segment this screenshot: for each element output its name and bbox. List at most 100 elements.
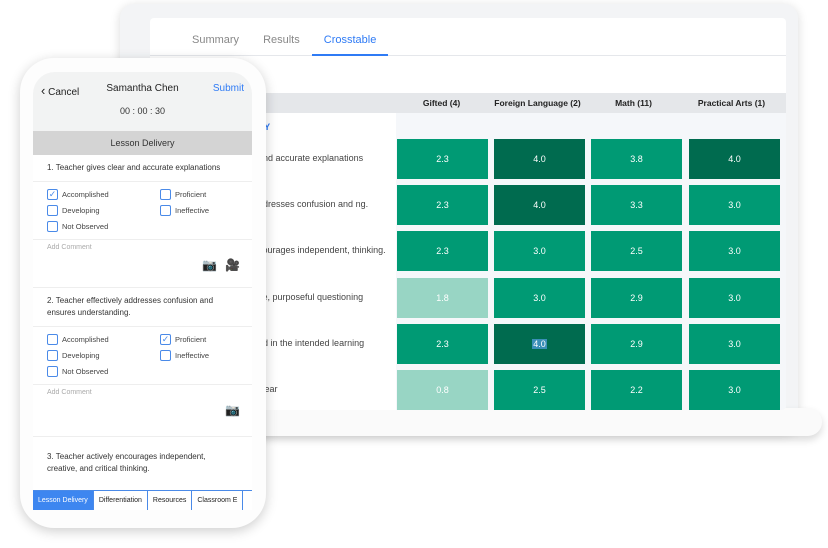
heat-cell[interactable]: 2.9 — [591, 278, 682, 318]
tab-differentiation[interactable]: Differentiation — [94, 491, 148, 510]
cell-value: 3.0 — [533, 293, 546, 303]
option-developing[interactable]: Developing — [47, 350, 100, 361]
option-accomplished[interactable]: Accomplished — [47, 334, 109, 345]
section-title: Lesson Delivery — [33, 131, 252, 155]
bottom-tab-bar: Lesson Delivery Differentiation Resource… — [33, 490, 252, 510]
option-label: Developing — [62, 351, 100, 360]
checkbox-checked[interactable]: ✓ — [160, 334, 171, 345]
heat-cell[interactable]: 2.9 — [591, 324, 682, 364]
heat-cell[interactable]: 3.0 — [689, 324, 780, 364]
column-header[interactable]: Practical Arts (1) — [697, 98, 766, 108]
option-not-observed[interactable]: Not Observed — [47, 221, 108, 232]
checkbox[interactable] — [160, 189, 171, 200]
row-label: courages independent, thinking. — [258, 245, 386, 255]
cell-value: 2.3 — [436, 246, 449, 256]
row-label: ddresses confusion and ng. — [258, 199, 369, 209]
tab-lesson-delivery[interactable]: Lesson Delivery — [33, 491, 94, 510]
column-header[interactable]: Foreign Language (2) — [494, 98, 581, 108]
tab-resources[interactable]: Resources — [148, 491, 193, 510]
checkbox[interactable] — [47, 205, 58, 216]
cell-value: 3.0 — [728, 339, 741, 349]
cell-value: 4.0 — [533, 154, 546, 164]
option-label: Proficient — [175, 190, 207, 199]
heat-cell[interactable]: 2.5 — [591, 231, 682, 271]
cancel-button[interactable]: ‹ Cancel — [41, 83, 79, 98]
cell-value: 2.3 — [436, 200, 449, 210]
cell-value: 2.2 — [630, 385, 643, 395]
chevron-left-icon: ‹ — [41, 83, 46, 98]
cell-value: 2.9 — [630, 339, 643, 349]
heat-cell[interactable]: 4.0 — [689, 139, 780, 179]
option-proficient[interactable]: Proficient — [160, 189, 206, 200]
column-header[interactable]: Gifted (4) — [422, 98, 461, 108]
option-ineffective[interactable]: Ineffective — [160, 350, 209, 361]
checkbox[interactable] — [47, 350, 58, 361]
phone-header: ‹ Cancel Samantha Chen Submit 00 : 00 : … — [33, 72, 252, 131]
option-label: Proficient — [175, 335, 207, 344]
heat-cell[interactable]: 4.0 — [494, 139, 585, 179]
option-label: Not Observed — [62, 222, 109, 231]
phone-screen: ‹ Cancel Samantha Chen Submit 00 : 00 : … — [33, 72, 252, 510]
comment-input[interactable]: Add Comment 📷 🎥 — [33, 240, 252, 278]
cell-value: 1.8 — [436, 293, 449, 303]
checkbox[interactable] — [47, 334, 58, 345]
checkbox[interactable] — [47, 221, 58, 232]
option-label: Developing — [62, 206, 100, 215]
option-label: Ineffective — [175, 206, 210, 215]
camera-icon[interactable]: 📷 — [225, 403, 240, 417]
checkbox[interactable] — [47, 366, 58, 377]
heat-cell[interactable]: 4.0 — [494, 324, 585, 364]
heat-cell[interactable]: 3.0 — [689, 185, 780, 225]
heat-cell[interactable]: 0.8 — [397, 370, 488, 410]
comment-placeholder: Add Comment — [47, 244, 92, 251]
checkbox[interactable] — [160, 350, 171, 361]
cell-value: 4.0 — [532, 339, 547, 349]
rating-options: ✓ Accomplished Proficient Developing Inef… — [33, 182, 252, 240]
tab-summary[interactable]: Summary — [192, 34, 240, 46]
tab-results[interactable]: Results — [263, 34, 300, 46]
heat-cell[interactable]: 3.0 — [689, 231, 780, 271]
option-accomplished[interactable]: ✓ Accomplished — [47, 189, 109, 200]
heat-cell[interactable]: 3.0 — [494, 231, 585, 271]
comment-input[interactable]: Add Comment 📷 — [33, 385, 252, 423]
tab-crosstable[interactable]: Crosstable — [311, 18, 389, 56]
cell-value: 4.0 — [533, 200, 546, 210]
cell-value: 4.0 — [728, 154, 741, 164]
video-icon[interactable]: 🎥 — [225, 258, 240, 272]
cell-value: 3.3 — [630, 200, 643, 210]
submit-button[interactable]: Submit — [212, 83, 244, 94]
comment-placeholder: Add Comment — [47, 389, 92, 396]
heat-cell[interactable]: 3.0 — [494, 278, 585, 318]
cell-value: 2.3 — [436, 154, 449, 164]
heat-cell[interactable]: 3.8 — [591, 139, 682, 179]
option-label: Accomplished — [62, 335, 109, 344]
tab-classroom[interactable]: Classroom E — [192, 491, 244, 510]
option-ineffective[interactable]: Ineffective — [160, 205, 209, 216]
heat-cell[interactable]: 3.3 — [591, 185, 682, 225]
heat-cell[interactable]: 2.3 — [397, 324, 488, 364]
table-header: Gifted (4) Foreign Language (2) Math (11… — [258, 93, 786, 113]
cell-value: 3.0 — [728, 200, 741, 210]
camera-icon[interactable]: 📷 — [202, 258, 218, 272]
heat-cell[interactable]: 2.5 — [494, 370, 585, 410]
heat-cell[interactable]: 4.0 — [494, 185, 585, 225]
rating-options: Accomplished ✓ Proficient Developing Inef… — [33, 327, 252, 385]
option-not-observed[interactable]: Not Observed — [47, 366, 108, 377]
observee-name: Samantha Chen — [106, 83, 179, 94]
cell-value: 3.8 — [630, 154, 643, 164]
option-developing[interactable]: Developing — [47, 205, 100, 216]
heat-cell[interactable]: 2.3 — [397, 139, 488, 179]
question-text: 1. Teacher gives clear and accurate expl… — [33, 155, 252, 182]
checkbox[interactable] — [160, 205, 171, 216]
laptop-base — [250, 408, 822, 436]
heat-cell[interactable]: 3.0 — [689, 278, 780, 318]
heat-cell[interactable]: 1.8 — [397, 278, 488, 318]
cell-value: 2.9 — [630, 293, 643, 303]
heat-cell[interactable]: 2.2 — [591, 370, 682, 410]
column-header[interactable]: Math (11) — [615, 98, 652, 108]
heat-cell[interactable]: 3.0 — [689, 370, 780, 410]
heat-cell[interactable]: 2.3 — [397, 185, 488, 225]
checkbox-checked[interactable]: ✓ — [47, 189, 58, 200]
heat-cell[interactable]: 2.3 — [397, 231, 488, 271]
option-proficient[interactable]: ✓ Proficient — [160, 334, 206, 345]
